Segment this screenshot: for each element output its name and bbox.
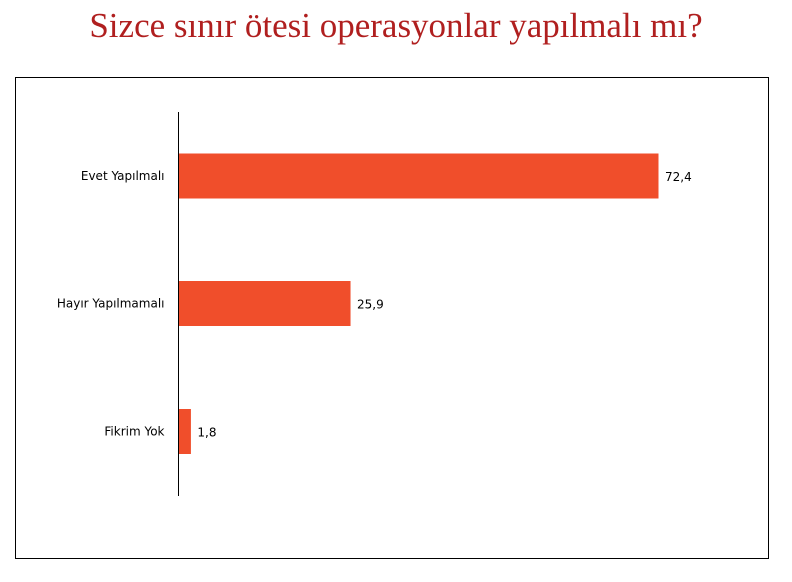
data-label: 25,9 — [357, 298, 384, 312]
category-label: Evet Yapılmalı — [81, 169, 165, 183]
bar-2 — [179, 281, 351, 326]
data-label: 72,4 — [665, 170, 692, 184]
bars-group: Evet Yapılmalı 72,4 Hayır Yapılmamalı 25,9 F… — [57, 153, 692, 454]
data-label: 1,8 — [197, 426, 216, 440]
chart-title: Sizce sınır ötesi operasyonlar yapılmalı… — [89, 6, 703, 45]
bar-1 — [179, 153, 659, 199]
category-label: Fikrim Yok — [104, 425, 164, 439]
category-label: Hayır Yapılmamalı — [57, 297, 165, 311]
bar-3 — [179, 409, 191, 454]
chart-frame — [15, 77, 769, 559]
